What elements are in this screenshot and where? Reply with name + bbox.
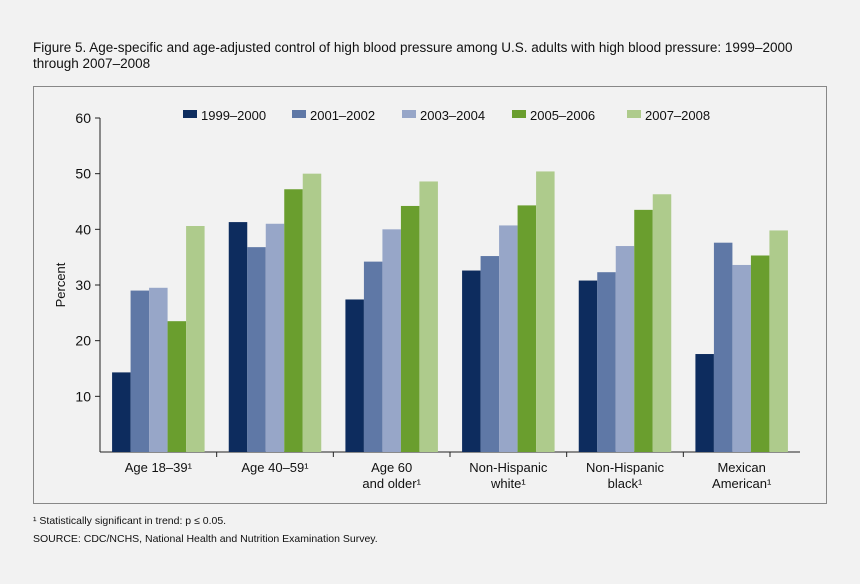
y-axis-label: Percent [53,262,68,307]
x-tick-label: white¹ [490,476,526,491]
bar [228,222,248,452]
bar [382,229,401,452]
legend-label: 2003–2004 [420,108,485,123]
bar [167,321,187,452]
x-tick-label: and older¹ [362,476,421,491]
bar [149,287,168,452]
y-tick-label: 20 [75,333,91,349]
x-tick-label: Non-Hispanic [469,460,548,475]
bar [578,280,598,452]
bar [480,256,500,452]
bar [597,272,616,452]
x-tick-label: black¹ [608,476,643,491]
bar [634,209,653,452]
legend-label: 2007–2008 [645,108,710,123]
bar [345,299,364,452]
x-tick-label: Non-Hispanic [586,460,665,475]
y-tick-label: 50 [75,166,91,182]
bar [419,181,438,452]
legend-swatch [292,110,306,118]
legend-label: 2005–2006 [530,108,595,123]
bar [769,230,788,452]
x-tick-label: Mexican [717,460,765,475]
bar [750,255,770,452]
bar [400,205,420,452]
source-note: SOURCE: CDC/NCHS, National Health and Nu… [33,533,378,545]
bar [732,264,751,452]
bar [536,171,555,452]
legend-label: 2001–2002 [310,108,375,123]
x-tick-label: Age 40–59¹ [241,460,309,475]
bar [112,372,131,452]
bar [247,247,266,452]
bar [713,242,733,452]
figure-title: Figure 5. Age-specific and age-adjusted … [33,40,793,71]
bar [499,225,518,452]
y-tick-label: 60 [75,110,91,126]
x-tick-label: American¹ [712,476,772,491]
legend-swatch [402,110,416,118]
x-tick-label: Age 60 [371,460,412,475]
y-tick-label: 10 [75,388,91,404]
legend-swatch [512,110,526,118]
bar [302,173,322,452]
y-tick-label: 30 [75,277,91,293]
bar [130,290,150,452]
chart-frame [33,86,827,504]
bar [462,270,481,452]
bar [265,223,285,452]
bar [186,225,205,452]
bar [284,189,303,452]
footnote: ¹ Statistically significant in trend: p … [33,515,227,527]
bar [615,246,635,452]
bar [695,354,714,452]
bar [517,205,537,452]
legend-label: 1999–2000 [201,108,266,123]
legend-swatch [183,110,197,118]
bar [363,261,383,452]
bar [652,194,672,452]
y-tick-label: 40 [75,221,91,237]
legend-swatch [627,110,641,118]
x-tick-label: Age 18–39¹ [125,460,193,475]
